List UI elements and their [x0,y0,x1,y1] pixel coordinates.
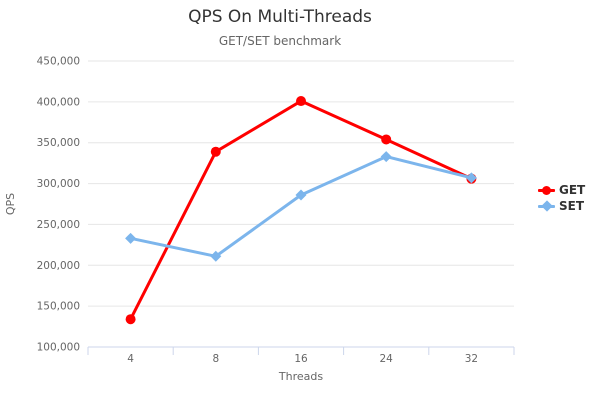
data-point-get [210,146,221,157]
series-line-get [129,99,473,321]
x-tick-label: 24 [380,353,394,365]
x-tick-label: 32 [465,353,478,365]
y-tick-label: 200,000 [37,260,80,272]
set-series-marker-icon [538,198,555,214]
get-series-marker-icon [538,182,555,198]
data-point-get [381,134,392,145]
legend-item-get[interactable]: GET [538,182,585,198]
legend-label-set: SET [559,199,585,213]
legend: GET SET [538,182,585,214]
chart-title: QPS On Multi-Threads [188,7,372,27]
data-point-set [380,151,392,163]
data-point-get [296,96,306,107]
y-tick-label: 350,000 [37,137,80,149]
x-axis-title: Threads [278,370,323,383]
data-point-set [465,172,477,184]
chart-subtitle: GET/SET benchmark [218,34,342,48]
y-axis-title: QPS [4,193,17,215]
data-point-set [125,232,137,244]
x-tick-label: 16 [294,353,308,365]
data-point-set [295,189,307,201]
y-tick-label: 300,000 [37,178,80,190]
y-tick-label: 100,000 [37,342,80,354]
series-line-set [129,155,473,258]
data-point-get [125,314,136,325]
circle-marker-icon [542,185,551,195]
data-point-set [210,250,222,262]
y-tick-label: 450,000 [37,56,80,68]
y-tick-label: 400,000 [37,96,80,108]
x-tick-label: 4 [127,353,134,365]
legend-item-set[interactable]: SET [538,198,585,214]
legend-label-get: GET [559,183,586,197]
y-tick-label: 150,000 [37,301,80,313]
diamond-marker-icon [540,200,553,212]
x-tick-label: 8 [212,353,219,365]
y-tick-label: 250,000 [37,219,80,231]
